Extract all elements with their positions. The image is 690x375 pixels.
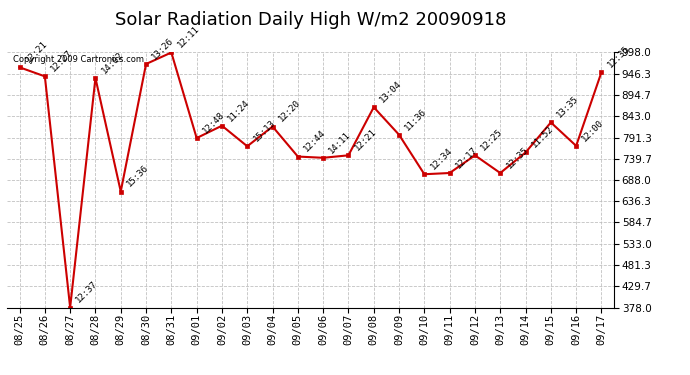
Text: 11:24: 11:24 <box>226 98 251 123</box>
Text: 12:00: 12:00 <box>580 118 606 143</box>
Text: 13:04: 13:04 <box>378 79 403 104</box>
Text: 12:35: 12:35 <box>504 145 530 170</box>
Text: 11:36: 11:36 <box>403 106 428 132</box>
Text: 15:36: 15:36 <box>125 164 150 189</box>
Text: 12:25: 12:25 <box>479 127 504 153</box>
Text: 13:35: 13:35 <box>555 94 580 120</box>
Text: 12:11: 12:11 <box>175 24 201 50</box>
Text: 14:11: 14:11 <box>327 130 353 155</box>
Text: 12:21: 12:21 <box>353 127 378 153</box>
Text: 12:34: 12:34 <box>428 146 454 171</box>
Text: 11:52: 11:52 <box>530 124 555 150</box>
Text: 12:27: 12:27 <box>49 48 75 74</box>
Text: 12:44: 12:44 <box>302 128 327 154</box>
Text: 12:48: 12:48 <box>201 110 226 135</box>
Text: 12:20: 12:20 <box>277 98 302 124</box>
Text: 12:37: 12:37 <box>75 279 99 305</box>
Text: Copyright 2009 Cartronics.com: Copyright 2009 Cartronics.com <box>13 55 144 64</box>
Text: 12:35: 12:35 <box>606 44 631 69</box>
Text: 15:13: 15:13 <box>251 118 277 144</box>
Text: 12:21: 12:21 <box>23 39 49 64</box>
Text: Solar Radiation Daily High W/m2 20090918: Solar Radiation Daily High W/m2 20090918 <box>115 11 506 29</box>
Text: 13:26: 13:26 <box>150 36 175 61</box>
Text: 12:17: 12:17 <box>454 145 479 170</box>
Text: 14:02: 14:02 <box>99 50 125 75</box>
